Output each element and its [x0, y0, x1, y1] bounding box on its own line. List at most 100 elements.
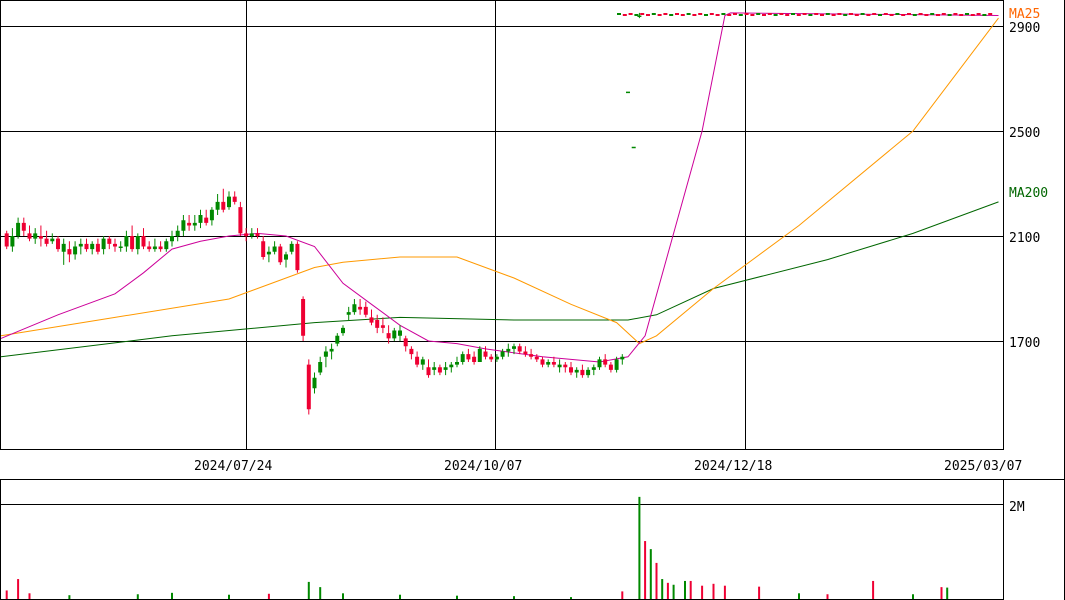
candle-body: [569, 367, 573, 373]
candle-body: [455, 362, 459, 365]
candle-body: [95, 243, 100, 252]
volume-bar: [228, 594, 230, 599]
volume-bar: [513, 596, 515, 599]
candle-body: [232, 196, 237, 202]
candle: [249, 228, 254, 239]
candle: [192, 215, 197, 231]
candle: [152, 238, 157, 252]
volume-bar: [684, 580, 686, 599]
volume-bar: [689, 580, 692, 599]
price-tick: [883, 13, 888, 15]
candle: [375, 314, 380, 334]
price-tick: [895, 13, 900, 15]
candle: [170, 230, 174, 247]
candle: [118, 241, 123, 252]
candle: [363, 301, 368, 318]
candle-body: [546, 362, 551, 365]
candle-body: [84, 243, 89, 250]
volume-bar: [672, 584, 675, 599]
candle-body: [141, 236, 146, 247]
candle: [346, 306, 351, 320]
candle: [551, 356, 556, 368]
candle: [61, 238, 66, 265]
price-tick: [924, 14, 929, 16]
candle-body: [529, 354, 534, 357]
volume-bar: [661, 579, 664, 599]
candle-body: [289, 243, 294, 252]
candle-body: [187, 222, 192, 226]
candle: [272, 241, 277, 255]
candle: [130, 225, 135, 252]
candle-body: [209, 209, 214, 221]
candle: [27, 225, 32, 242]
candle-body: [603, 359, 608, 365]
candle: [16, 217, 21, 239]
price-tick: [831, 14, 836, 16]
price-tick: [744, 13, 749, 15]
candle-body: [551, 362, 556, 365]
x-tick-label: 2024/12/18: [694, 459, 772, 474]
candle: [380, 317, 385, 334]
price-tick: [773, 14, 778, 16]
volume-bar: [399, 594, 401, 599]
candle: [4, 230, 9, 250]
price-tick: [837, 13, 842, 15]
volume-bar: [267, 593, 270, 599]
candle-body: [335, 335, 340, 344]
candle: [614, 356, 619, 373]
price-tick: [866, 14, 871, 16]
candle: [335, 333, 340, 347]
candle: [603, 354, 608, 368]
candle: [50, 233, 55, 244]
candle: [409, 346, 414, 360]
price-tick: [965, 13, 969, 15]
candle: [175, 225, 180, 242]
moving-average-lines: [0, 12, 999, 363]
price-panel-frame: [0, 0, 1004, 450]
candle-body: [523, 351, 528, 355]
candle-body: [557, 364, 562, 368]
candle: [181, 215, 186, 236]
candle: [415, 351, 420, 368]
candle-body: [614, 359, 619, 370]
candle-body: [386, 333, 391, 339]
candle-body: [266, 251, 271, 255]
price-tick: [622, 14, 627, 16]
price-tick: [953, 13, 958, 15]
volume-bar: [17, 579, 20, 599]
candle: [306, 359, 311, 415]
candle-body: [489, 356, 494, 360]
candle: [90, 241, 95, 255]
candle-body: [426, 367, 431, 376]
candle-body: [135, 236, 140, 250]
candle-body: [295, 243, 300, 271]
price-tick: [936, 14, 940, 16]
candle-body: [261, 241, 266, 257]
candle: [255, 228, 260, 239]
candle: [489, 354, 494, 362]
candle: [563, 362, 568, 373]
candle: [244, 228, 249, 242]
candle-body: [38, 236, 43, 239]
candle: [284, 251, 288, 268]
price-tick: [779, 13, 784, 15]
candle-body: [392, 330, 397, 339]
volume-bar: [655, 562, 658, 599]
candle: [44, 230, 49, 247]
candle-body: [420, 359, 425, 365]
candle-body: [101, 238, 106, 250]
candle-body: [398, 330, 402, 336]
candle-body: [500, 351, 505, 357]
price-tick: [843, 14, 848, 16]
price-tick: [657, 14, 662, 16]
candle-body: [152, 246, 157, 250]
price-tick: [889, 14, 894, 16]
x-tick-label: 2024/10/07: [444, 459, 522, 474]
y-tick-label: 2500: [1009, 126, 1040, 141]
candle-body: [124, 236, 129, 247]
candle-body: [591, 367, 596, 370]
candle-body: [369, 317, 374, 323]
price-tick: [820, 14, 824, 16]
candle: [500, 348, 505, 360]
price-tick: [727, 14, 732, 16]
